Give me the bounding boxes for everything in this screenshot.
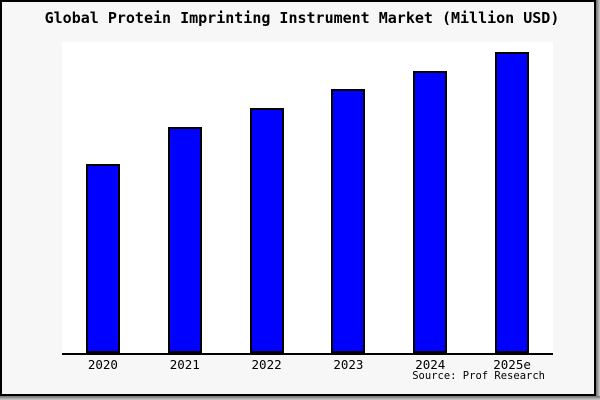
bar-2025e xyxy=(495,52,530,353)
bar-2020 xyxy=(85,164,120,353)
x-tick-label-2021: 2021 xyxy=(169,357,200,372)
x-tick-label-2024: 2024 xyxy=(415,357,446,372)
frame-shadow-right xyxy=(596,0,600,400)
frame-shadow-bottom xyxy=(0,396,600,400)
x-tick-label-2025e: 2025e xyxy=(493,357,531,372)
x-tick-label-2020: 2020 xyxy=(87,357,118,372)
bar-2023 xyxy=(331,89,366,353)
chart-title: Global Protein Imprinting Instrument Mar… xyxy=(44,9,560,27)
source-attribution: Source: Prof Research xyxy=(412,370,545,382)
bar-2021 xyxy=(167,127,202,353)
x-tick-label-2023: 2023 xyxy=(333,357,364,372)
bar-2022 xyxy=(249,108,284,353)
bar-2024 xyxy=(413,71,448,353)
x-axis-labels: 2020 2021 2022 2023 2024 2025e xyxy=(62,357,553,373)
x-tick-label-2022: 2022 xyxy=(251,357,282,372)
plot-area xyxy=(62,42,553,355)
